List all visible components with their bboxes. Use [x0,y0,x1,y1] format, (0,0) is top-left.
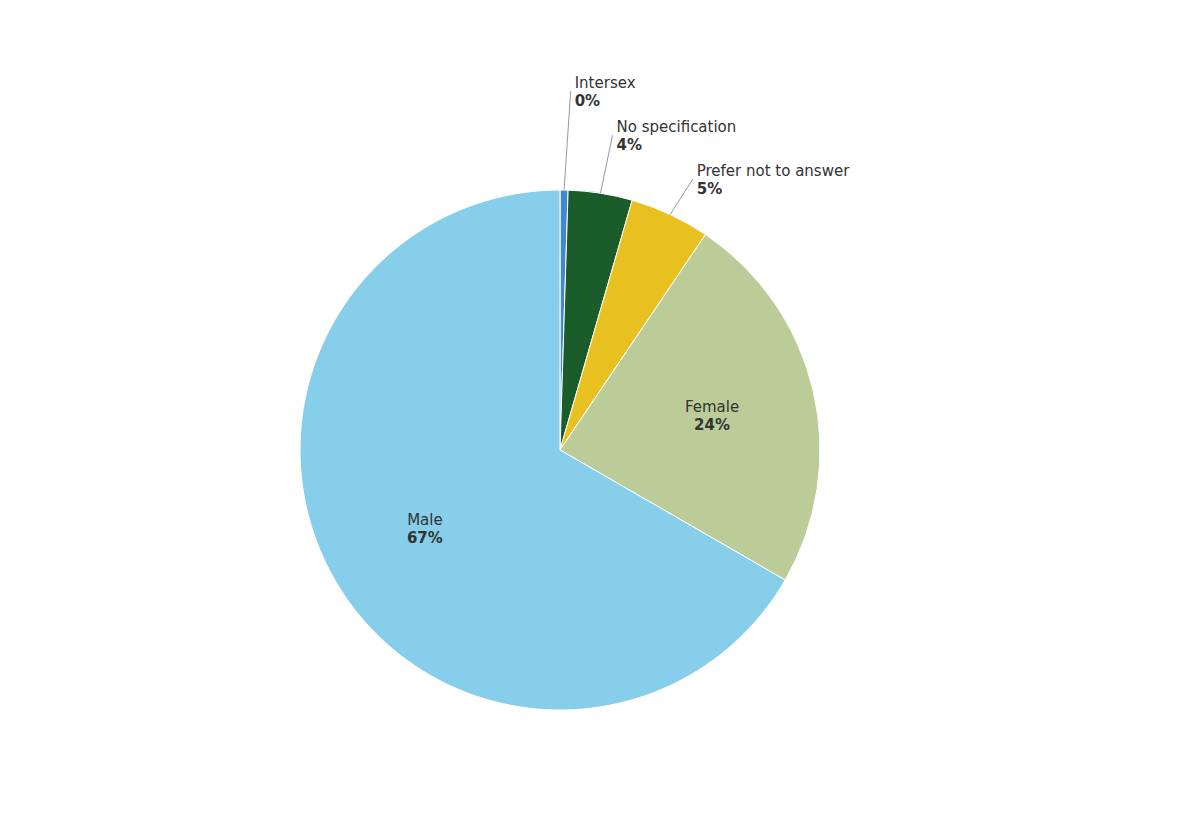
labels: Female24% Male67% Prefer not to answer5% No… [407,74,850,547]
data-label: No specification4% [617,118,737,154]
data-label-value: 24% [694,416,730,434]
data-label: Male67% [407,511,443,547]
slices [300,190,820,710]
data-label-name: Intersex [575,74,636,92]
data-label-value: 5% [697,180,722,198]
leader-line [670,179,693,214]
data-label-value: 4% [617,136,642,154]
chart-svg: Female24% Male67% Prefer not to answer5% No… [0,0,1200,832]
data-label: Prefer not to answer5% [697,162,850,198]
leader-line [564,91,571,190]
data-label-value: 0% [575,92,600,110]
data-label: Female24% [685,398,739,434]
data-label-name: Female [685,398,739,416]
data-label-name: Male [407,511,443,529]
data-label-name: Prefer not to answer [697,162,850,180]
leader-line [600,135,612,193]
pie-slice [300,190,785,710]
data-label-name: No specification [617,118,737,136]
data-label-value: 67% [407,529,443,547]
data-label: Intersex0% [575,74,636,110]
chart-container: Female24% Male67% Prefer not to answer5% No… [0,0,1200,832]
